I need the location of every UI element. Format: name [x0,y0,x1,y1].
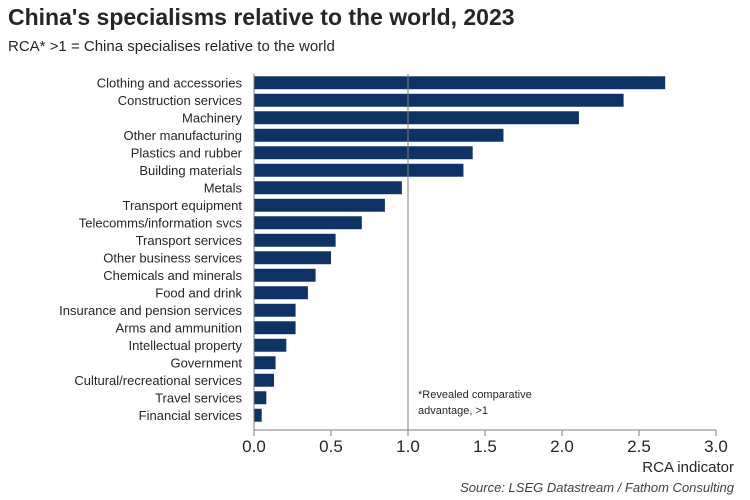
x-tick-label: 2.5 [627,437,651,456]
x-tick-label: 1.0 [396,437,420,456]
category-label: Telecomms/information svcs [79,215,243,230]
category-label: Chemicals and minerals [103,268,242,283]
category-label: Food and drink [155,285,242,300]
category-label: Financial services [139,408,243,423]
bar-15 [254,338,287,352]
x-tick-label: 2.0 [550,437,574,456]
source-note: Source: LSEG Datastream / Fathom Consult… [460,480,734,495]
bar-5 [254,163,464,177]
bar-2 [254,111,579,125]
bar-1 [254,93,624,107]
bar-6 [254,181,402,195]
bar-12 [254,286,308,300]
x-tick-label: 3.0 [704,437,728,456]
bar-17 [254,373,275,387]
chart-subtitle: RCA* >1 = China specialises relative to … [8,38,335,55]
category-label: Building materials [139,163,242,178]
category-label: Travel services [155,390,242,405]
annotation: *Revealed comparative advantage, >1 [418,389,532,417]
bar-19 [254,408,262,422]
bar-13 [254,303,296,317]
category-label: Transport equipment [123,198,243,213]
bar-11 [254,268,316,282]
bar-9 [254,233,336,247]
bar-3 [254,128,504,142]
bar-14 [254,321,296,335]
bar-4 [254,146,473,160]
category-label: Arms and ammunition [116,320,242,335]
category-label: Machinery [182,110,242,125]
bar-0 [254,76,666,90]
annotation-line: *Revealed comparative [418,389,532,401]
category-label: Cultural/recreational services [74,373,242,388]
bars-layer [254,76,666,422]
x-axis: 0.0 0.5 1.0 1.5 2.0 2.5 3.0 RCA indicator [242,74,734,476]
annotation-line: advantage, >1 [418,405,488,417]
category-label: Other business services [103,250,242,265]
category-label: Metals [204,180,243,195]
bar-16 [254,356,276,370]
x-axis-title: RCA indicator [642,459,734,476]
chart-title: China's specialisms relative to the worl… [8,4,515,30]
x-tick-label: 0.0 [242,437,266,456]
category-label: Transport services [136,233,243,248]
category-label: Clothing and accessories [97,75,243,90]
bar-10 [254,251,331,265]
bar-7 [254,198,385,212]
bar-8 [254,216,362,230]
category-label: Plastics and rubber [131,145,243,160]
category-label: Government [170,355,242,370]
category-labels: Clothing and accessories Construction ser… [59,75,243,423]
category-label: Insurance and pension services [59,303,242,318]
category-label: Intellectual property [129,338,243,353]
bar-18 [254,391,267,405]
category-label: Other manufacturing [123,128,242,143]
x-tick-label: 1.5 [473,437,497,456]
category-label: Construction services [118,93,243,108]
x-tick-label: 0.5 [319,437,343,456]
